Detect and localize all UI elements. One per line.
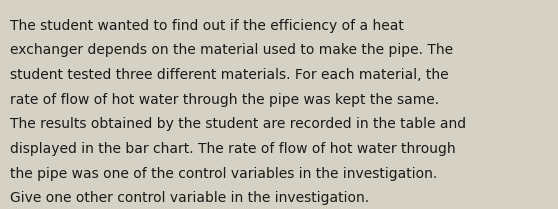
- Text: the pipe was one of the control variables in the investigation.: the pipe was one of the control variable…: [10, 167, 437, 181]
- Text: The results obtained by the student are recorded in the table and: The results obtained by the student are …: [10, 117, 466, 131]
- Text: student tested three different materials. For each material, the: student tested three different materials…: [10, 68, 449, 82]
- Text: rate of flow of hot water through the pipe was kept the same.: rate of flow of hot water through the pi…: [10, 93, 439, 107]
- Text: Give one other control variable in the investigation.: Give one other control variable in the i…: [10, 191, 369, 205]
- Text: exchanger depends on the material used to make the pipe. The: exchanger depends on the material used t…: [10, 43, 453, 57]
- Text: displayed in the bar chart. The rate of flow of hot water through: displayed in the bar chart. The rate of …: [10, 142, 456, 156]
- Text: The student wanted to find out if the efficiency of a heat: The student wanted to find out if the ef…: [10, 19, 404, 33]
